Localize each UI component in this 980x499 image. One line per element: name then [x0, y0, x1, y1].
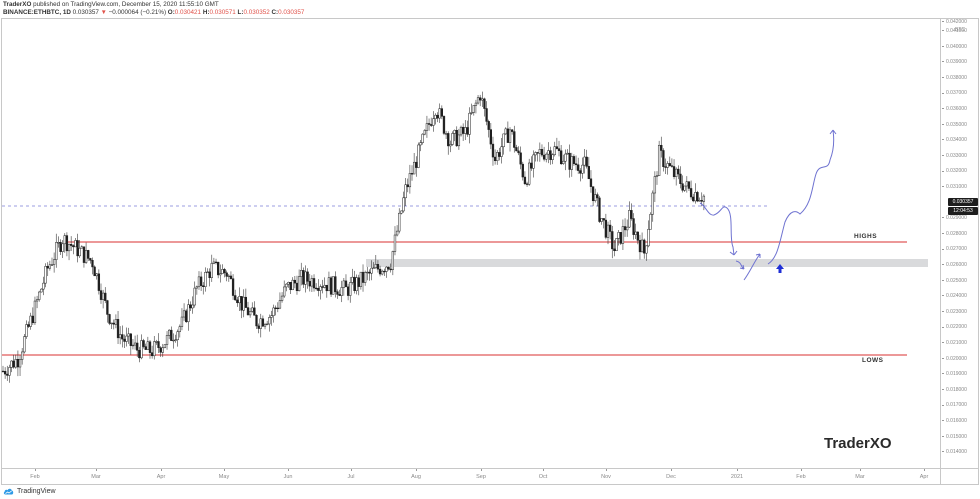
last-value: 0.030357 — [72, 9, 99, 16]
up-arrow-icon[interactable] — [776, 264, 784, 273]
price-tick: 0.034000 — [942, 137, 967, 143]
time-tick-mark — [924, 469, 925, 471]
time-label: Apr — [919, 474, 929, 480]
time-tick-mark — [224, 469, 225, 471]
price-tick: 0.028000 — [942, 231, 967, 237]
close-value: 0.030357 — [278, 9, 305, 16]
price-tick: 0.023000 — [942, 309, 967, 315]
price-tick: 0.022000 — [942, 324, 967, 330]
low-label: L: — [237, 9, 244, 16]
price-tick: 0.027000 — [942, 246, 967, 252]
price-tick: 0.018000 — [942, 387, 967, 393]
current-price-label: 0.030357 — [948, 198, 978, 206]
price-tick: 0.019000 — [942, 371, 967, 377]
low-value: 0.030352 — [243, 9, 270, 16]
down-triangle-icon: ▼ — [100, 9, 107, 16]
publish-info: TraderXO published on TradingView.com, D… — [3, 1, 219, 9]
price-tick: 0.041000 — [942, 28, 967, 34]
price-tick: 0.024000 — [942, 293, 967, 299]
highs-label: HIGHS — [854, 233, 878, 240]
time-label: Dec — [666, 474, 676, 480]
price-tick: 0.020000 — [942, 356, 967, 362]
time-label: Mar — [91, 474, 101, 480]
price-tick: 0.029000 — [942, 215, 967, 221]
time-label: Feb — [30, 474, 40, 480]
symbol-label[interactable]: BINANCE:ETHBTC, 1D — [3, 9, 71, 16]
tradingview-cloud-icon — [3, 488, 14, 495]
time-tick-mark — [737, 469, 738, 471]
price-tick: 0.033000 — [942, 153, 967, 159]
time-tick-mark — [288, 469, 289, 471]
price-tick: 0.031000 — [942, 184, 967, 190]
time-tick-mark — [801, 469, 802, 471]
lows-label: LOWS — [862, 357, 884, 364]
open-label: O: — [167, 9, 175, 16]
tradingview-brand[interactable]: TradingView — [3, 487, 56, 495]
time-label: May — [218, 474, 230, 480]
time-tick-mark — [351, 469, 352, 471]
projection-path-up — [767, 129, 837, 265]
publisher-name: TraderXO — [3, 1, 32, 8]
published-text: published on TradingView.com, December 1… — [33, 1, 219, 8]
change-value: −0.000064 (−0.21%) — [108, 9, 167, 16]
time-tick-mark — [161, 469, 162, 471]
time-tick-mark — [543, 469, 544, 471]
time-label: Mar — [855, 474, 865, 480]
bar-countdown-label: 12:04:53 — [948, 207, 978, 215]
price-tick: 0.016000 — [942, 418, 967, 424]
price-tick: 0.015000 — [942, 434, 967, 440]
symbol-legend: BINANCE:ETHBTC, 1D 0.030357 ▼ −0.000064 … — [3, 9, 304, 17]
time-label: Oct — [538, 474, 548, 480]
time-tick-mark — [96, 469, 97, 471]
price-tick: 0.039000 — [942, 59, 967, 65]
time-tick-mark — [606, 469, 607, 471]
time-label: Nov — [601, 474, 611, 480]
price-tick: 0.032000 — [942, 168, 967, 174]
price-tick: 0.026000 — [942, 262, 967, 268]
time-label: Jun — [283, 474, 293, 480]
time-tick-mark — [860, 469, 861, 471]
time-axis-divider[interactable] — [1, 468, 979, 469]
high-label: H: — [202, 9, 210, 16]
time-label: 2021 — [730, 474, 744, 480]
price-tick: 0.036000 — [942, 106, 967, 112]
open-value: 0.030421 — [174, 9, 202, 16]
time-label: Jul — [347, 474, 355, 480]
time-tick-mark — [481, 469, 482, 471]
price-tick: 0.014000 — [942, 449, 967, 455]
close-label: C: — [271, 9, 279, 16]
price-tick: 0.017000 — [942, 402, 967, 408]
price-tick: 0.040000 — [942, 44, 967, 50]
tradingview-brand-text: TradingView — [17, 487, 56, 495]
price-tick: 0.038000 — [942, 75, 967, 81]
time-label: Sep — [476, 474, 486, 480]
price-axis-divider[interactable] — [940, 18, 941, 485]
price-tick: 0.025000 — [942, 278, 967, 284]
high-value: 0.030571 — [209, 9, 236, 16]
time-label: Feb — [796, 474, 806, 480]
traderxo-watermark: TraderXO — [824, 435, 892, 452]
price-tick: 0.035000 — [942, 122, 967, 128]
time-tick-mark — [416, 469, 417, 471]
time-tick-mark — [671, 469, 672, 471]
price-tick: 0.037000 — [942, 90, 967, 96]
projection-path-down — [699, 202, 761, 281]
price-tick-top: 0.042000 — [942, 19, 967, 25]
chart-frame[interactable] — [1, 18, 979, 485]
support-zone[interactable] — [366, 259, 928, 267]
time-label: Aug — [411, 474, 421, 480]
time-label: Apr — [156, 474, 166, 480]
candlesticks — [1, 91, 706, 383]
price-tick: 0.021000 — [942, 340, 967, 346]
time-tick-mark — [35, 469, 36, 471]
